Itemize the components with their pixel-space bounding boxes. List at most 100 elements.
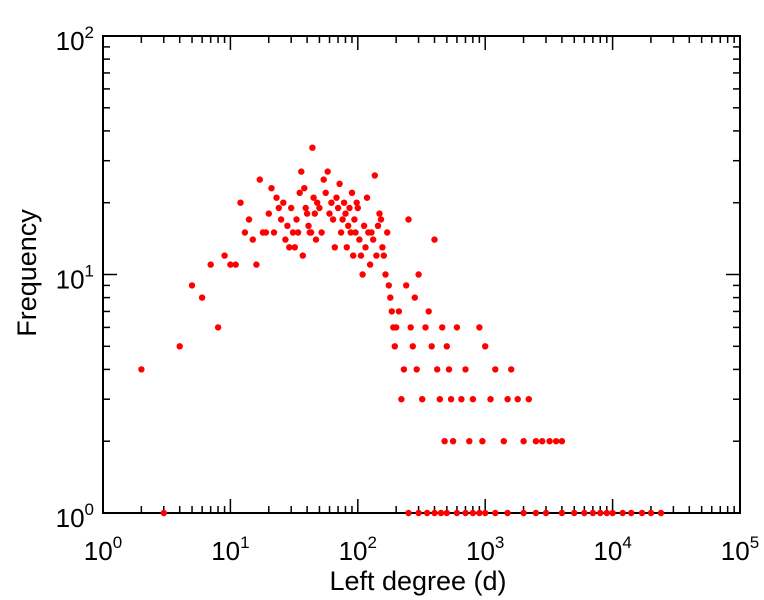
x-tick-label: 100 <box>84 533 122 566</box>
data-point <box>377 216 385 223</box>
data-point <box>318 229 325 236</box>
data-point <box>469 396 477 403</box>
data-point <box>395 308 403 315</box>
y-tick-label: 102 <box>56 23 94 56</box>
data-point <box>504 396 511 403</box>
data-point <box>436 396 443 403</box>
data-point <box>333 194 340 201</box>
data-point <box>374 222 382 229</box>
data-point <box>434 366 441 373</box>
data-point <box>379 244 386 251</box>
data-point <box>492 366 499 373</box>
data-point <box>342 210 349 217</box>
data-point <box>303 210 311 217</box>
data-point <box>311 210 318 217</box>
data-point <box>316 204 323 212</box>
data-point <box>310 194 317 201</box>
data-point <box>322 189 329 196</box>
data-point <box>525 396 532 403</box>
data-point <box>514 396 521 403</box>
data-point <box>422 324 429 331</box>
data-point <box>441 438 448 445</box>
data-point <box>237 199 244 206</box>
data-point <box>638 509 646 517</box>
data-point <box>357 252 365 259</box>
x-tick-label: 104 <box>593 533 631 566</box>
data-point <box>363 194 371 201</box>
data-point <box>249 236 256 243</box>
data-point <box>423 509 431 517</box>
data-point <box>214 324 222 331</box>
data-point <box>282 236 289 243</box>
data-point <box>409 343 416 350</box>
axis-ticks <box>102 35 741 514</box>
data-point <box>371 172 378 179</box>
data-point <box>312 236 320 243</box>
data-point <box>647 509 655 517</box>
data-point <box>347 229 354 236</box>
data-point <box>413 366 420 373</box>
data-point <box>571 509 578 517</box>
data-point <box>294 229 302 236</box>
data-point <box>476 509 483 517</box>
data-point <box>370 236 377 243</box>
data-point <box>296 189 303 196</box>
data-point <box>188 282 196 289</box>
data-point <box>176 343 183 350</box>
data-point <box>558 509 566 517</box>
data-point <box>352 229 359 236</box>
y-axis-label: Frequency <box>12 209 42 337</box>
data-point <box>476 324 483 331</box>
data-point <box>384 229 391 236</box>
data-point <box>232 261 239 268</box>
data-points <box>138 144 665 517</box>
data-point <box>458 396 465 403</box>
data-point <box>305 222 312 229</box>
data-point <box>275 204 282 212</box>
data-point <box>403 282 410 289</box>
data-point <box>405 216 412 223</box>
data-point <box>353 199 360 206</box>
data-point <box>581 509 588 517</box>
data-point <box>329 216 337 223</box>
data-point <box>398 396 405 403</box>
data-point <box>603 509 610 517</box>
data-point <box>376 210 383 217</box>
data-point <box>328 199 335 206</box>
data-point <box>388 308 395 315</box>
data-point <box>552 438 560 445</box>
data-point <box>343 244 350 251</box>
data-point <box>508 366 515 373</box>
data-point <box>487 396 494 403</box>
data-point <box>482 509 489 517</box>
data-point <box>350 252 357 259</box>
data-point <box>256 176 263 183</box>
data-point <box>393 324 400 331</box>
data-point <box>391 343 398 350</box>
data-point <box>449 438 457 445</box>
data-point <box>307 229 315 236</box>
x-tick-label: 101 <box>211 533 249 566</box>
data-point <box>207 261 214 268</box>
data-point <box>360 222 368 229</box>
data-point <box>411 294 418 301</box>
data-point <box>331 244 338 251</box>
data-point <box>657 509 665 517</box>
data-point <box>542 509 550 517</box>
data-point <box>277 216 285 223</box>
data-point <box>425 308 432 315</box>
data-point <box>351 216 358 223</box>
data-point <box>293 216 300 223</box>
data-point <box>314 199 321 206</box>
data-point <box>354 204 361 212</box>
data-point <box>431 236 438 243</box>
data-point <box>336 180 343 187</box>
data-point <box>380 252 387 259</box>
data-point <box>428 343 435 350</box>
data-point <box>160 509 167 517</box>
data-point <box>339 216 346 223</box>
data-point <box>368 229 375 236</box>
data-point <box>589 509 597 517</box>
data-point <box>462 509 469 517</box>
data-point <box>558 438 566 445</box>
